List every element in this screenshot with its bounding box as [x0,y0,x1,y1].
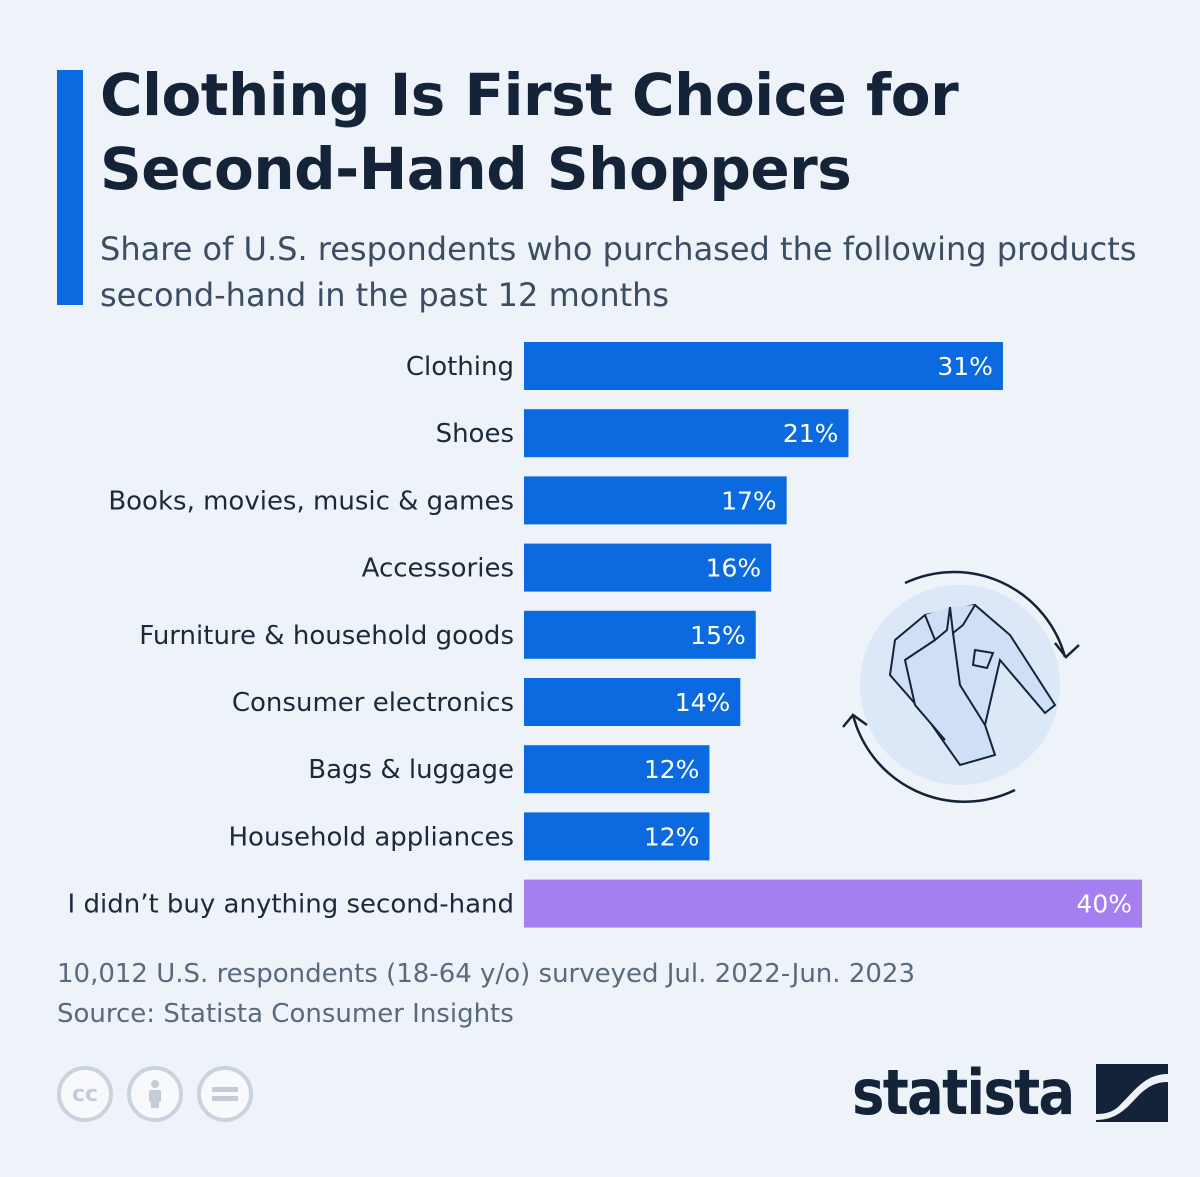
license-icons: cc [57,1066,253,1122]
bar[interactable] [524,678,741,726]
bar[interactable] [524,812,710,861]
category-label: Books, movies, music & games [108,486,514,516]
category-label: Household appliances [229,822,515,852]
value-label: 12% [644,822,700,851]
equals-icon[interactable] [197,1066,253,1122]
category-label: Clothing [406,352,514,382]
value-label: 17% [721,486,777,515]
bar[interactable] [524,476,787,525]
person-icon[interactable] [127,1066,183,1122]
bar-chart: Clothing 31% Shoes 21% Books, movies, music … [68,342,1142,928]
category-label: Accessories [362,554,514,584]
value-label: 12% [644,755,700,784]
value-label: 40% [1076,890,1132,919]
value-label: 16% [706,554,762,583]
value-label: 31% [937,352,993,381]
footnote: 10,012 U.S. respondents (18-64 y/o) surv… [57,954,915,1034]
bar[interactable] [524,610,756,659]
shirt-recycle-icon [842,570,1080,803]
chart-subtitle: Share of U.S. respondents who purchased … [100,230,1137,314]
statista-logo[interactable]: statista [852,1056,1168,1129]
bar[interactable] [524,745,710,794]
bar[interactable] [524,342,1003,390]
bar[interactable] [524,409,849,458]
bar[interactable] [524,543,772,592]
footnote-source: Source: Statista Consumer Insights [57,999,514,1029]
value-label: 14% [675,688,731,717]
value-label: 21% [783,419,839,448]
category-label: Furniture & household goods [139,621,514,651]
value-label: 15% [690,621,746,650]
footnote-sample: 10,012 U.S. respondents (18-64 y/o) surv… [57,959,915,989]
title-accent-bar [57,70,83,305]
category-label: Bags & luggage [308,755,514,785]
logo-mark-icon [1095,1063,1168,1122]
category-label: I didn’t buy anything second-hand [68,890,514,920]
bar[interactable] [524,879,1142,928]
chart-title: Clothing Is First Choice for Second-Hand… [100,61,959,203]
category-label: Shoes [436,419,514,449]
category-label: Consumer electronics [232,688,514,718]
logo-text: statista [852,1056,1075,1129]
cc-icon[interactable]: cc [57,1066,113,1122]
